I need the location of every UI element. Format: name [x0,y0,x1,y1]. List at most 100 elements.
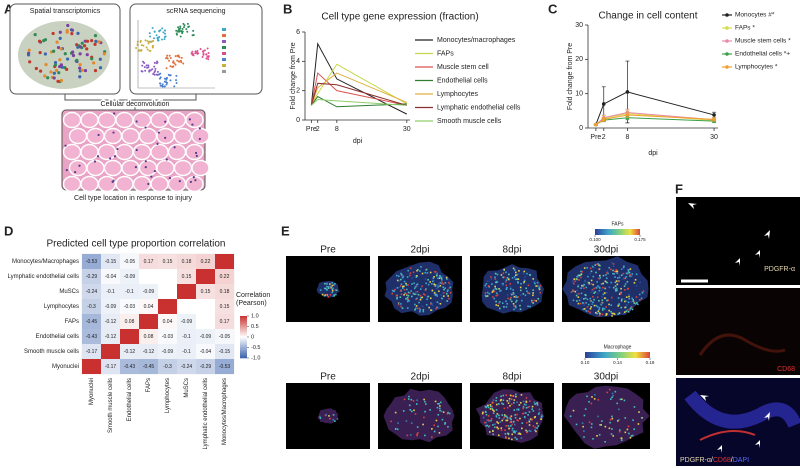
spot [494,276,496,279]
colorbar-step [240,334,247,337]
spot [509,298,512,301]
spot [590,283,593,285]
spot [442,292,444,295]
spot [590,303,593,305]
cell-dot [182,22,185,25]
tissue [383,388,455,443]
spot [445,292,448,295]
spot [528,405,531,408]
fibre [97,111,117,129]
cell-label: 0.08 [144,334,154,340]
spot [503,268,506,271]
spot [530,418,533,421]
spot [606,299,608,302]
cell-dot [176,59,179,62]
heatmap-cell [120,284,139,299]
spot [629,268,632,270]
spot [625,296,628,298]
spot [630,301,633,303]
fibre [138,127,158,145]
spot [593,398,596,400]
spot [586,298,589,301]
nucleus [156,142,159,146]
spot [599,312,601,315]
spot [516,273,518,276]
x-tick-label: Pre [590,134,601,141]
spot [536,285,539,287]
cell-dot [163,80,166,83]
cell-dot [154,67,157,70]
heatmap-cell [158,314,177,329]
spot [58,36,62,40]
spot [431,280,434,283]
cell-dot [174,63,177,66]
cell-label: -0.12 [105,319,117,325]
spot [405,284,408,286]
spot [611,312,614,315]
spot [628,295,630,298]
x-tick-label: Pre [306,126,317,133]
spot [598,299,600,302]
spot [401,285,404,288]
spot [630,435,633,437]
legend-label: FAPs [437,50,454,57]
spot [582,425,584,428]
cell-label: -0.1 [182,334,191,340]
spot [405,297,407,300]
spot [596,292,599,295]
spot [394,288,396,291]
spot [623,265,625,268]
spot [519,417,521,420]
spot [630,274,633,277]
spot [531,408,534,410]
spot [505,424,507,427]
cell-dot [153,30,156,33]
spot [413,409,415,412]
stain-label-part: / [731,457,733,464]
spot [605,277,608,280]
cell-label: -0.09 [181,319,193,325]
spot [395,428,398,430]
spot [443,288,445,291]
spot [612,272,614,275]
spot [593,266,595,269]
spot [585,302,587,304]
spot [577,274,580,277]
y-tick-label: 20 [575,56,583,63]
fibre [185,175,204,193]
spot [487,419,490,422]
spot [412,399,415,402]
spot [628,432,630,435]
nucleus [112,179,115,182]
spot [518,270,520,272]
spot [509,421,512,424]
spot [425,282,427,285]
spot [59,47,63,51]
spot [407,291,410,294]
cell-label: 0.15 [220,304,230,310]
spot [583,267,586,269]
nucleus [144,126,147,129]
colorbar-tick-label: 0.5 [251,324,259,330]
series-line [310,72,408,106]
legend-swatch [222,34,226,37]
heatmap-cell [196,329,215,344]
spot [524,276,526,278]
spot [425,403,427,405]
spot [444,423,446,425]
spot [618,274,621,277]
cell-dot [194,50,197,53]
spot [398,286,401,288]
fibre [80,175,99,193]
colorbar-tick-label: 0.14 [613,360,622,365]
spot [508,278,510,281]
spot [597,415,599,418]
cell-label: -0.29 [200,364,212,370]
spot [592,283,595,286]
spot [506,294,509,296]
cell-dot [164,35,167,38]
series-line [595,112,715,125]
spot [495,397,498,399]
spot [614,281,617,284]
